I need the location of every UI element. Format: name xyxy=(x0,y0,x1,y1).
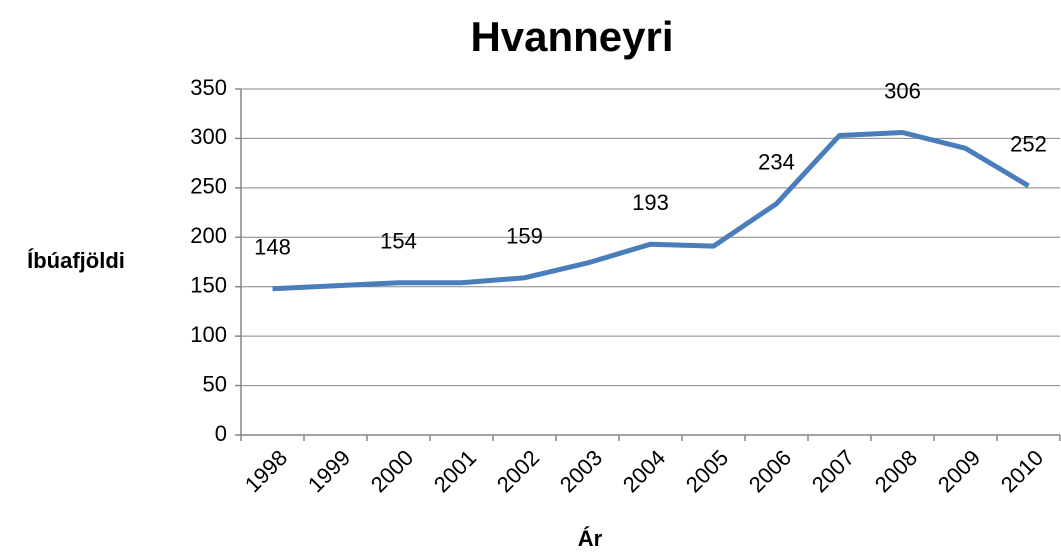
x-tick-label: 2009 xyxy=(933,445,985,497)
y-tick-label: 350 xyxy=(190,75,227,100)
y-tick-label: 250 xyxy=(190,174,227,199)
data-label: 148 xyxy=(254,235,291,260)
x-axis-label: Ár xyxy=(578,526,603,551)
y-tick-label: 200 xyxy=(190,223,227,248)
data-label: 234 xyxy=(758,149,795,174)
data-label: 159 xyxy=(506,224,543,249)
x-tick-label: 2002 xyxy=(492,445,544,497)
data-label: 306 xyxy=(884,78,921,103)
y-axis-label: Íbúafjöldi xyxy=(27,248,125,273)
y-tick-label: 150 xyxy=(190,273,227,298)
y-tick-label: 300 xyxy=(190,124,227,149)
y-tick-label: 50 xyxy=(203,371,227,396)
data-label: 154 xyxy=(380,229,417,254)
x-tick-label: 2004 xyxy=(618,445,670,497)
x-tick-label: 2006 xyxy=(744,445,796,497)
y-tick-label: 100 xyxy=(190,322,227,347)
x-tick-label: 2007 xyxy=(807,445,859,497)
x-tick-label: 2010 xyxy=(996,445,1048,497)
data-label: 193 xyxy=(632,190,669,215)
x-tick-label: 1998 xyxy=(240,445,292,497)
chart-title: Hvanneyri xyxy=(470,13,673,60)
x-tick-label: 2008 xyxy=(870,445,922,497)
x-tick-label: 1999 xyxy=(303,445,355,497)
data-line xyxy=(272,129,1030,292)
data-label: 252 xyxy=(1010,132,1047,157)
x-tick-label: 2005 xyxy=(681,445,733,497)
y-tick-label: 0 xyxy=(215,421,227,446)
x-tick-label: 2003 xyxy=(555,445,607,497)
x-tick-label: 2001 xyxy=(429,445,481,497)
x-tick-label: 2000 xyxy=(366,445,418,497)
